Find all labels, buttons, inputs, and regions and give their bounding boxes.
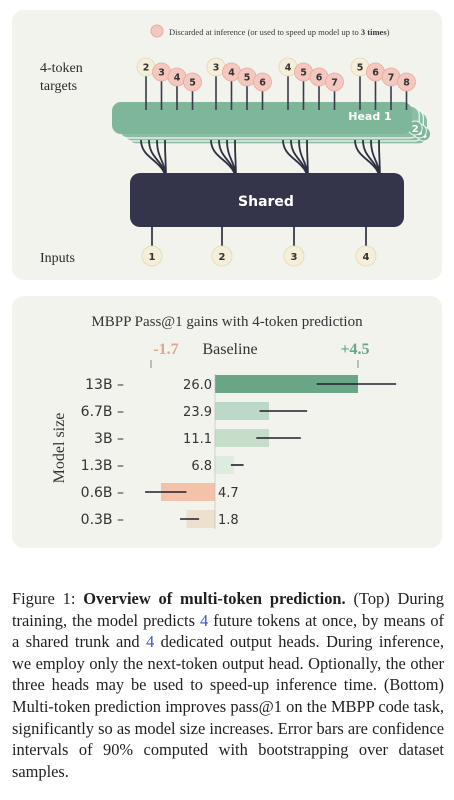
architecture-diagram: Discarded at inference (or used to speed…	[40, 24, 432, 267]
input-token	[211, 245, 233, 267]
discarded-token-target	[253, 72, 272, 92]
figure-caption: Figure 1: Overview of multi-token predic…	[12, 588, 444, 782]
target-token-label: 2	[143, 63, 150, 74]
category-tick-label: 0.3B –	[81, 512, 124, 528]
y-axis-label: Model size	[51, 413, 68, 484]
baseline-value-label: 23.9	[183, 405, 212, 420]
gain-bar	[215, 375, 358, 393]
neg-extent-label: -1.7	[153, 341, 178, 358]
pos-extent-label: +4.5	[340, 341, 369, 358]
input-token	[355, 245, 377, 267]
baseline-value-label: 26.0	[183, 378, 212, 393]
input-token	[141, 245, 163, 267]
chart-panel: MBPP Pass@1 gains with 4-token predictio…	[12, 296, 442, 548]
target-token-label: 5	[357, 63, 364, 74]
gain-bar	[160, 483, 215, 501]
gain-bar	[215, 429, 270, 447]
target-token-label: 4	[285, 63, 292, 74]
target-token-label: 3	[213, 63, 220, 74]
category-tick-label: 6.7B –	[81, 404, 124, 420]
target-token-label: 8	[403, 78, 410, 89]
discarded-token-target	[183, 72, 202, 92]
input-token-label: 2	[219, 252, 226, 263]
head-1-label: Head 1	[348, 110, 391, 123]
head-2-number: 2	[412, 124, 419, 135]
baseline-value-label: 4.7	[218, 486, 239, 501]
category-tick-label: 1.3B –	[81, 458, 124, 474]
baseline-value-label: 1.8	[218, 513, 239, 528]
mbpp-chart: MBPP Pass@1 gains with 4-token predictio…	[51, 314, 397, 529]
output-heads: 432Head 1	[112, 102, 432, 145]
shared-trunk-label: Shared	[238, 194, 294, 210]
target-token-label: 5	[300, 68, 307, 79]
legend-text: Discarded at inference (or used to speed…	[169, 27, 390, 37]
caption-number-2: 4	[146, 632, 155, 652]
caption-figure-number: Figure 1:	[12, 589, 84, 608]
category-tick-label: 0.6B –	[81, 485, 124, 501]
input-token-label: 3	[291, 252, 298, 263]
caption-text-1: (Top) During training, the model predict…	[12, 589, 444, 630]
target-token-label: 6	[259, 78, 266, 89]
target-token-label: 4	[228, 68, 235, 79]
caption-text-3: dedicated output heads. During inference…	[12, 632, 444, 781]
inputs-label: Inputs	[40, 251, 75, 266]
architecture-diagram-panel: Discarded at inference (or used to speed…	[12, 10, 442, 280]
legend-discarded-swatch	[150, 24, 164, 38]
head-1-plate	[112, 102, 412, 134]
caption-text-2: future tokens at once, by means of a sha…	[12, 610, 444, 652]
discarded-token-target	[397, 72, 416, 92]
target-token-label: 4	[174, 73, 181, 84]
target-token-label: 3	[158, 68, 165, 79]
discarded-token-target	[325, 72, 344, 92]
target-token-label: 6	[372, 68, 379, 79]
caption-number-1: 4	[200, 610, 209, 630]
gain-bar	[186, 510, 215, 528]
baseline-label: Baseline	[202, 341, 257, 358]
target-token-label: 5	[189, 78, 196, 89]
targets-label-2: targets	[40, 79, 77, 94]
target-token-label: 7	[331, 78, 338, 89]
category-tick-label: 13B –	[85, 377, 124, 393]
baseline-value-label: 6.8	[191, 459, 212, 474]
baseline-value-label: 11.1	[183, 432, 212, 447]
input-token-label: 1	[149, 252, 156, 263]
input-token-label: 4	[363, 252, 370, 263]
target-token-label: 7	[388, 73, 395, 84]
input-token	[283, 245, 305, 267]
caption-title: Overview of multi-token prediction.	[83, 589, 346, 608]
gain-bar	[215, 402, 270, 420]
chart-title: MBPP Pass@1 gains with 4-token predictio…	[91, 314, 363, 330]
targets-label-1: 4-token	[40, 61, 83, 76]
target-token-label: 6	[316, 73, 323, 84]
target-token-label: 5	[244, 73, 251, 84]
category-tick-label: 3B –	[94, 431, 124, 447]
gain-bar	[215, 456, 235, 474]
shared-trunk	[130, 173, 404, 227]
